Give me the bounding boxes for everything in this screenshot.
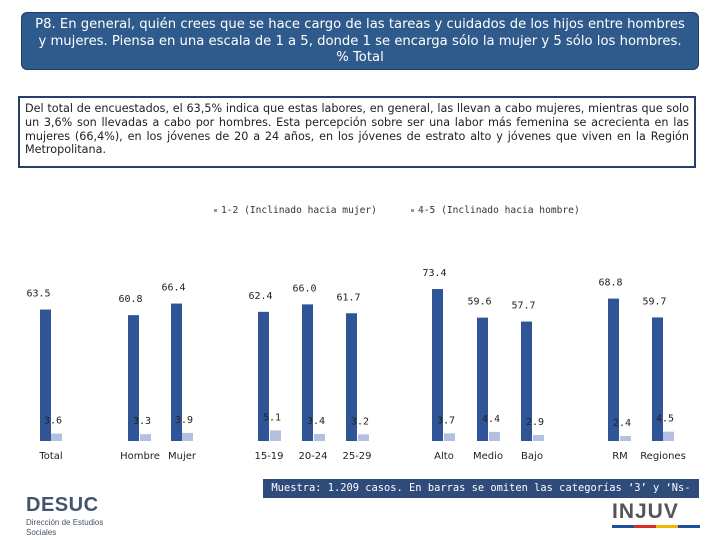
category-label-4: 20-24 <box>298 451 327 462</box>
bar-women-10 <box>652 317 663 441</box>
bar-men-10 <box>663 431 674 441</box>
desuc-logo-subtitle-1: Dirección de Estudios <box>26 518 104 527</box>
bar-women-6 <box>432 289 443 441</box>
bar-women-5 <box>346 313 357 441</box>
data-label-men-2: 3.9 <box>175 415 193 426</box>
data-label-men-6: 3.7 <box>437 415 455 426</box>
bar-women-9 <box>608 298 619 441</box>
legend-item-women: 1-2 (Inclinado hacia mujer) <box>214 205 377 216</box>
data-label-men-9: 2.4 <box>613 418 631 429</box>
bar-women-4 <box>302 304 313 441</box>
data-label-women-7: 59.6 <box>467 297 491 308</box>
legend-item-men: 4-5 (Inclinado hacia hombre) <box>411 205 580 216</box>
bar-men-5 <box>358 434 369 441</box>
category-label-9: RM <box>612 451 628 462</box>
data-label-women-5: 61.7 <box>336 292 360 303</box>
data-label-men-10: 4.5 <box>656 414 674 425</box>
data-label-women-9: 68.8 <box>598 278 622 289</box>
data-label-women-3: 62.4 <box>248 291 272 302</box>
bar-men-0 <box>51 433 62 441</box>
category-label-0: Total <box>38 451 62 462</box>
desuc-logo-subtitle-2: Sociales <box>26 528 57 537</box>
category-label-1: Hombre <box>120 451 160 462</box>
bar-men-2 <box>182 432 193 441</box>
category-label-2: Mujer <box>168 451 197 462</box>
data-label-men-4: 3.4 <box>307 416 325 427</box>
bar-women-3 <box>258 311 269 441</box>
data-label-women-6: 73.4 <box>422 268 446 279</box>
bar-men-8 <box>533 434 544 441</box>
injuv-color-strip <box>612 525 700 528</box>
bar-men-3 <box>270 430 281 441</box>
injuv-logo-text: INJUV <box>612 500 679 523</box>
bar-women-2 <box>171 303 182 441</box>
bar-men-6 <box>444 433 455 441</box>
desuc-logo-text: DESUC <box>26 494 99 516</box>
data-label-men-8: 2.9 <box>526 417 544 428</box>
data-label-men-3: 5.1 <box>263 412 281 423</box>
summary-text: Del total de encuestados, el 63,5% indic… <box>18 96 696 168</box>
data-label-men-5: 3.2 <box>351 416 369 427</box>
data-label-men-1: 3.3 <box>133 416 151 427</box>
bar-women-8 <box>521 321 532 441</box>
data-label-men-7: 4.4 <box>482 414 500 425</box>
category-label-10: Regiones <box>640 451 686 462</box>
data-label-men-0: 3.6 <box>44 416 62 427</box>
category-label-5: 25-29 <box>342 451 371 462</box>
bar-men-7 <box>489 431 500 441</box>
bar-men-1 <box>140 434 151 441</box>
desuc-logo: DESUC Dirección de Estudios Sociales <box>26 494 103 537</box>
legend-marker-women <box>214 208 217 212</box>
question-title: P8. En general, quién crees que se hace … <box>21 12 699 70</box>
legend-label-men: 4-5 (Inclinado hacia hombre) <box>418 205 580 216</box>
bar-women-1 <box>128 315 139 441</box>
legend-label-women: 1-2 (Inclinado hacia mujer) <box>221 205 377 216</box>
data-label-women-10: 59.7 <box>642 296 666 307</box>
data-label-women-2: 66.4 <box>161 283 185 294</box>
injuv-logo: INJUV <box>612 500 700 528</box>
data-label-women-8: 57.7 <box>511 301 535 312</box>
bar-men-9 <box>620 436 631 441</box>
bar-men-4 <box>314 433 325 441</box>
bar-women-7 <box>477 317 488 441</box>
sample-note: Muestra: 1.209 casos. En barras se omite… <box>263 479 699 513</box>
legend-marker-men <box>411 208 414 212</box>
data-label-women-1: 60.8 <box>118 294 142 305</box>
category-label-6: Alto <box>434 451 454 462</box>
category-label-8: Bajo <box>521 451 543 462</box>
category-label-3: 15-19 <box>254 451 283 462</box>
data-label-women-4: 66.0 <box>292 283 316 294</box>
category-label-7: Medio <box>473 451 503 462</box>
data-label-women-0: 63.5 <box>26 289 50 300</box>
bar-women-0 <box>40 309 51 441</box>
